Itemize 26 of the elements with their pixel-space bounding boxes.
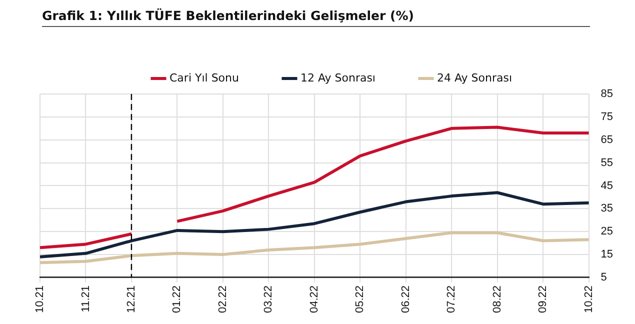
x-tick-label: 02.22 (216, 285, 229, 314)
y-tick-label: 65 (600, 134, 614, 146)
y-tick-label: 45 (600, 180, 614, 192)
x-tick-label: 08.22 (491, 285, 504, 314)
y-tick-label: 25 (600, 226, 614, 238)
y-tick-label: 5 (600, 272, 607, 284)
x-tick-label: 01.22 (171, 285, 184, 314)
x-tick-label: 05.22 (354, 285, 366, 314)
y-tick-label: 55 (600, 156, 614, 169)
y-tick-label: 75 (600, 110, 614, 123)
legend-label: 12 Ay Sonrası (300, 71, 376, 84)
x-tick-label: 10.22 (582, 285, 595, 314)
x-tick-label: 06.22 (400, 285, 412, 314)
x-tick-label: 04.22 (308, 285, 320, 314)
y-tick-label: 85 (600, 88, 614, 100)
x-tick-label: 07.22 (446, 285, 458, 314)
x-tick-label: 12.21 (125, 285, 138, 314)
x-tick-label: 03.22 (262, 285, 275, 314)
legend-label: 24 Ay Sonrası (436, 71, 512, 84)
x-tick-label: 09.22 (537, 285, 550, 314)
y-tick-label: 15 (600, 248, 614, 261)
y-tick-label: 35 (600, 202, 614, 215)
x-tick-label: 11.21 (80, 285, 92, 312)
legend-label: Cari Yıl Sonu (169, 71, 239, 84)
x-tick-label: 10.21 (34, 285, 46, 314)
chart-title: Grafik 1: Yıllık TÜFE Beklentilerindeki Gelişmeler (%) (42, 8, 590, 27)
